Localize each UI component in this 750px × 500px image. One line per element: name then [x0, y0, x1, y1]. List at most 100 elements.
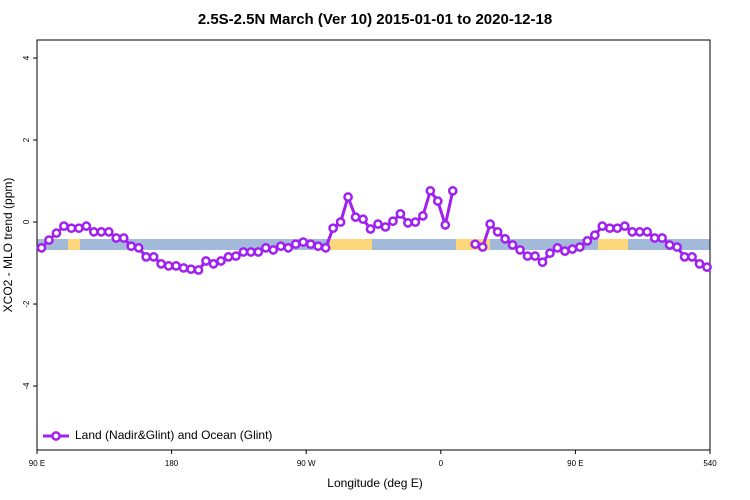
data-point: [216, 256, 226, 266]
data-point: [507, 240, 518, 250]
data-point: [515, 245, 525, 255]
data-point: [702, 262, 712, 272]
ocean-band: [37, 239, 710, 250]
y-tick-label: -4: [22, 382, 31, 390]
data-point: [141, 252, 152, 262]
data-point: [567, 244, 578, 254]
data-point: [687, 252, 697, 262]
data-point: [522, 251, 533, 261]
y-tick-label: 2: [22, 137, 31, 142]
data-point: [268, 245, 279, 255]
data-point: [178, 263, 189, 273]
data-point: [74, 223, 84, 234]
data-point: [305, 239, 316, 250]
x-tick-label: 90 W: [297, 459, 316, 468]
data-point: [545, 248, 555, 259]
data-point: [672, 242, 682, 252]
data-point: [208, 259, 219, 269]
data-point: [537, 257, 548, 268]
data-point: [657, 233, 667, 243]
data-point: [388, 216, 398, 227]
data-point: [260, 243, 271, 253]
data-point: [335, 217, 346, 227]
data-point: [238, 247, 249, 257]
data-point: [118, 233, 129, 243]
data-point: [612, 223, 623, 234]
data-point: [298, 237, 309, 247]
data-point: [575, 242, 585, 252]
data-point: [66, 223, 77, 234]
data-point: [36, 243, 47, 253]
data-point: [447, 186, 458, 196]
data-point: [171, 261, 181, 271]
data-point: [328, 223, 338, 234]
data-point: [649, 233, 660, 243]
data-point: [253, 247, 264, 257]
x-tick-label: 0: [439, 459, 444, 468]
data-point: [440, 220, 451, 230]
data-point: [320, 243, 331, 253]
data-point: [418, 211, 428, 221]
data-point: [283, 243, 294, 253]
x-tick-label: 180: [165, 459, 179, 468]
y-tick-label: 4: [22, 55, 31, 60]
data-point: [619, 221, 630, 231]
data-point: [634, 227, 645, 237]
data-point: [432, 196, 443, 206]
data-point: [530, 251, 540, 261]
x-tick-label: 90 E: [567, 459, 583, 468]
data-point: [403, 218, 413, 228]
data-point: [582, 236, 593, 246]
data-point: [679, 252, 690, 262]
data-point: [343, 192, 353, 202]
plot-frame: [36, 39, 711, 451]
data-point: [350, 212, 361, 222]
x-axis-label: Longitude (deg E): [327, 476, 422, 490]
data-point: [358, 214, 368, 225]
legend-marker: [51, 431, 61, 441]
data-point: [373, 219, 383, 229]
data-point: [290, 239, 301, 250]
data-point: [44, 235, 54, 245]
data-point: [552, 243, 563, 253]
data-point: [111, 233, 122, 243]
data-point: [51, 228, 62, 238]
data-point: [163, 261, 174, 271]
data-point: [81, 221, 92, 231]
land-band: [330, 239, 372, 250]
x-tick-label: 540: [703, 459, 717, 468]
data-point: [500, 234, 510, 244]
legend-label: Land (Nadir&Glint) and Ocean (Glint): [75, 428, 272, 442]
data-point: [597, 221, 608, 231]
land-band: [68, 239, 80, 250]
data-point: [231, 251, 241, 261]
data-point: [126, 241, 137, 252]
data-point: [96, 227, 107, 237]
data-point: [186, 264, 196, 275]
data-point: [694, 259, 705, 269]
data-point: [477, 242, 488, 252]
data-point: [485, 219, 496, 229]
data-point: [642, 227, 653, 237]
data-point: [193, 265, 204, 275]
data-point: [470, 239, 481, 250]
data-point: [395, 208, 406, 219]
data-point: [59, 221, 69, 231]
data-point: [380, 222, 391, 232]
data-point: [589, 230, 600, 241]
data-point: [156, 259, 166, 269]
data-point: [365, 224, 376, 234]
data-point: [313, 241, 324, 252]
data-point: [223, 252, 234, 262]
data-point: [133, 243, 144, 253]
data-point: [148, 252, 159, 262]
data-point: [425, 186, 436, 196]
land-band: [598, 239, 628, 250]
data-point: [627, 227, 638, 237]
data-point: [410, 217, 421, 227]
data-point: [604, 223, 615, 234]
data-point: [664, 240, 675, 250]
y-tick-label: -2: [22, 300, 31, 308]
y-tick-label: 0: [22, 219, 31, 224]
y-axis-label: XCO2 - MLO trend (ppm): [1, 178, 15, 313]
